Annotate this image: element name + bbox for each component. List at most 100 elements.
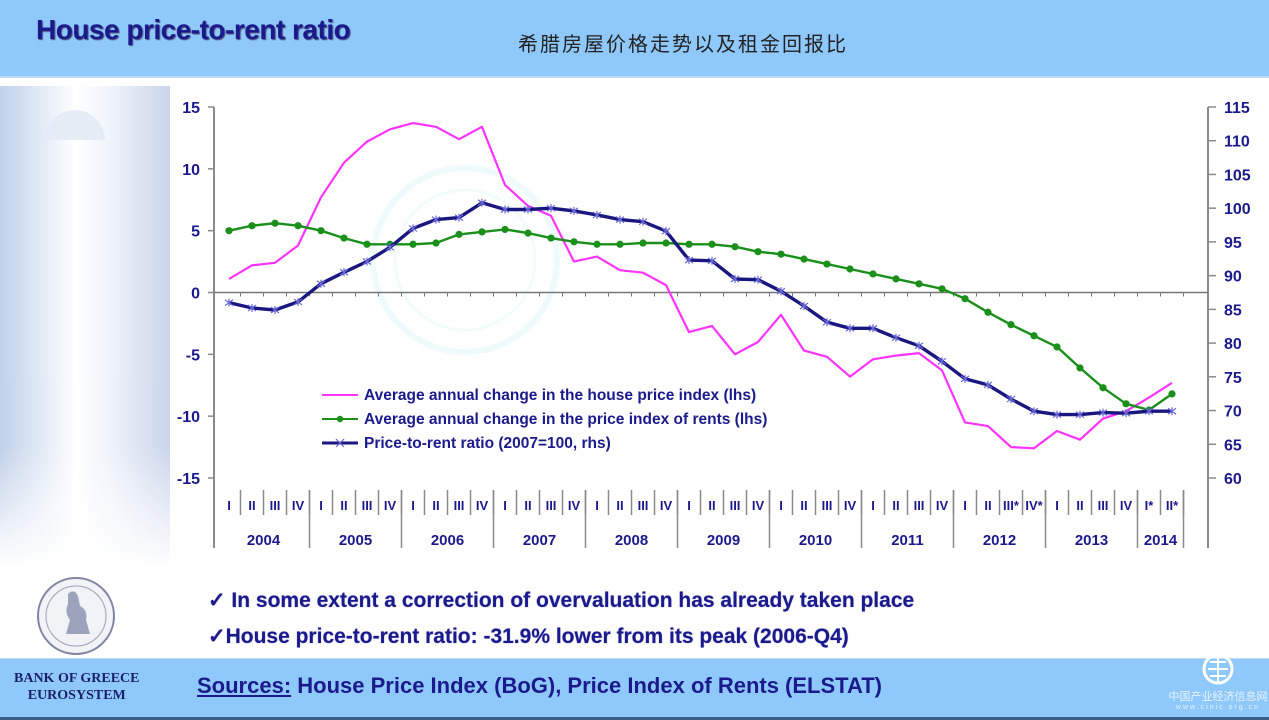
org-line-2: EUROSYSTEM	[27, 688, 126, 703]
rent-marker	[938, 285, 946, 293]
left-tick-label: -15	[177, 471, 200, 488]
quarter-label: II	[432, 498, 439, 513]
rent-marker	[616, 240, 624, 248]
ratio-marker	[1144, 407, 1154, 416]
ratio-marker	[891, 333, 901, 342]
price-to-rent-chart: 151050-5-10-1511511010510095908580757065…	[177, 100, 1251, 549]
ratio-marker	[500, 205, 510, 214]
ratio-marker	[454, 213, 464, 222]
ratio-marker	[845, 324, 855, 333]
rent-marker	[662, 239, 670, 247]
ratio-marker	[293, 297, 303, 306]
ratio-marker	[684, 256, 694, 265]
left-tick-label: -10	[177, 409, 200, 426]
ratio-marker	[753, 275, 763, 284]
watermark-url: www.cinic.org.cn	[1175, 704, 1261, 711]
ratio-marker	[592, 210, 602, 219]
quarter-label: III	[546, 498, 557, 513]
rent-marker	[294, 222, 302, 230]
left-tick-label: 5	[191, 224, 200, 241]
rent-marker	[248, 222, 256, 230]
right-tick-label: 60	[1224, 471, 1242, 488]
org-line-1: BANK OF GREECE	[14, 671, 140, 686]
rent-marker	[432, 239, 440, 247]
rent-marker	[340, 234, 348, 242]
quarter-label: II	[616, 498, 623, 513]
sources-text: House Price Index (BoG), Price Index of …	[291, 673, 882, 698]
rent-marker	[1053, 343, 1061, 351]
year-label: 2010	[799, 532, 832, 549]
ratio-marker	[638, 217, 648, 226]
quarter-label: I	[779, 498, 783, 513]
ratio-marker	[615, 215, 625, 224]
year-label: 2012	[983, 532, 1016, 549]
ratio-marker	[937, 357, 947, 366]
ratio-marker	[1075, 410, 1085, 419]
quarter-label: III	[638, 498, 649, 513]
ratio-marker	[707, 256, 717, 265]
axes: 151050-5-10-1511511010510095908580757065…	[177, 100, 1251, 548]
quarter-label: I	[503, 498, 507, 513]
rent-marker	[823, 260, 831, 268]
rent-marker	[731, 243, 739, 251]
ratio-marker	[247, 304, 257, 313]
ratio-marker	[1029, 407, 1039, 416]
year-label: 2014	[1144, 532, 1178, 549]
rent-marker	[271, 219, 279, 227]
quarter-label: II	[800, 498, 807, 513]
bank-of-greece-label: BANK OF GREECE EUROSYSTEM	[14, 670, 140, 704]
ratio-marker	[661, 227, 671, 236]
bullet-ratio-peak: ✓House price-to-rent ratio: -31.9% lower…	[208, 625, 849, 648]
rent-marker	[409, 240, 417, 248]
year-label: 2013	[1075, 532, 1108, 549]
ratio-marker	[431, 215, 441, 224]
right-tick-label: 80	[1224, 336, 1242, 353]
rent-marker	[1099, 384, 1107, 392]
bank-seal-logo	[24, 576, 128, 656]
ratio-marker	[1052, 410, 1062, 419]
rent-marker	[570, 238, 578, 246]
ratio-marker	[960, 374, 970, 383]
quarter-label: I	[871, 498, 875, 513]
series-line-0	[228, 121, 1173, 450]
right-tick-label: 115	[1224, 100, 1250, 117]
quarter-label: IV	[384, 498, 397, 513]
quarter-label: IV	[292, 498, 305, 513]
quarter-label: I*	[1145, 498, 1155, 513]
rent-marker	[777, 250, 785, 258]
rent-marker	[685, 240, 693, 248]
rent-marker	[547, 234, 555, 242]
year-label: 2009	[707, 532, 740, 549]
year-label: 2008	[615, 532, 648, 549]
quarter-label: II	[1076, 498, 1083, 513]
quarter-label: III	[1098, 498, 1109, 513]
quarter-label: II	[524, 498, 531, 513]
ratio-marker	[1167, 407, 1177, 416]
ratio-marker	[385, 243, 395, 252]
right-tick-label: 70	[1224, 404, 1242, 421]
rent-marker	[984, 308, 992, 316]
rent-marker	[1030, 332, 1038, 340]
left-tick-label: 0	[191, 286, 200, 303]
quarter-label: IV	[844, 498, 857, 513]
ratio-marker	[799, 301, 809, 310]
rent-marker	[800, 255, 808, 263]
ratio-marker	[1006, 395, 1016, 404]
legend-marker-star	[335, 438, 345, 448]
quarter-label: II	[340, 498, 347, 513]
cinic-watermark: 中国产业经济信息网 www.cinic.org.cn	[1168, 653, 1268, 711]
quarter-label: III	[730, 498, 741, 513]
sources-label: Sources:	[197, 673, 292, 698]
quarter-label: IV*	[1025, 498, 1043, 513]
series-line-2	[228, 201, 1172, 417]
left-tick-label: 10	[182, 162, 200, 179]
ratio-marker	[546, 204, 556, 213]
ratio-marker	[270, 306, 280, 315]
ratio-marker	[1121, 409, 1131, 418]
quarter-label: III	[454, 498, 465, 513]
watermark-cn: 中国产业经济信息网	[1168, 691, 1268, 703]
quarter-label: II	[248, 498, 255, 513]
quarter-label: I	[1055, 498, 1059, 513]
column-pillar-decoration	[0, 86, 170, 566]
legend-label-0: Average annual change in the house price…	[364, 387, 756, 404]
